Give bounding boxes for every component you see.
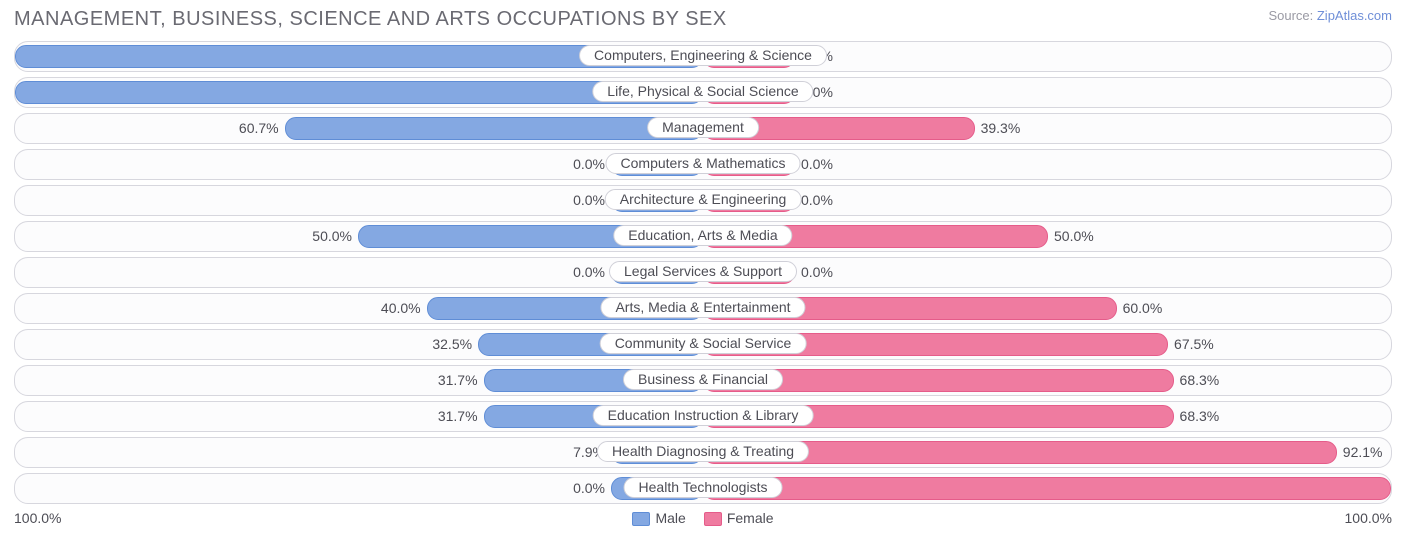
source-prefix: Source: — [1268, 8, 1316, 23]
legend-male: Male — [632, 510, 685, 526]
chart-row: 100.0%0.0%Computers, Engineering & Scien… — [14, 41, 1392, 72]
legend-female: Female — [704, 510, 774, 526]
category-label: Business & Financial — [623, 369, 783, 390]
chart-row: 0.0%100.0%Health Technologists — [14, 473, 1392, 504]
value-female: 67.5% — [1174, 330, 1214, 359]
category-label: Health Diagnosing & Treating — [597, 441, 809, 462]
category-label: Community & Social Service — [600, 333, 807, 354]
value-female: 50.0% — [1054, 222, 1094, 251]
value-male: 60.7% — [239, 114, 279, 143]
diverging-bar-chart: MANAGEMENT, BUSINESS, SCIENCE AND ARTS O… — [0, 0, 1406, 559]
value-male: 0.0% — [573, 258, 605, 287]
value-male: 0.0% — [573, 186, 605, 215]
category-label: Health Technologists — [624, 477, 783, 498]
value-male: 50.0% — [312, 222, 352, 251]
value-male: 31.7% — [438, 402, 478, 431]
chart-row: 31.7% 68.3% Business & Financial — [14, 365, 1392, 396]
chart-row: 31.7% 68.3% Education Instruction & Librar… — [14, 401, 1392, 432]
value-male: 32.5% — [432, 330, 472, 359]
chart-rows: 100.0%0.0%Computers, Engineering & Scien… — [14, 41, 1392, 504]
value-female: 68.3% — [1180, 402, 1220, 431]
category-label: Arts, Media & Entertainment — [600, 297, 805, 318]
legend: Male Female — [632, 510, 773, 526]
category-label: Legal Services & Support — [609, 261, 797, 282]
value-female: 39.3% — [981, 114, 1021, 143]
chart-row: 60.7% 39.3% Management — [14, 113, 1392, 144]
chart-row: 50.0% 50.0% Education, Arts & Media — [14, 221, 1392, 252]
chart-row: 100.0%0.0%Life, Physical & Social Scienc… — [14, 77, 1392, 108]
value-female: 68.3% — [1180, 366, 1220, 395]
legend-female-swatch — [704, 512, 722, 526]
value-female: 0.0% — [801, 150, 833, 179]
legend-male-label: Male — [655, 510, 685, 526]
category-label: Management — [647, 117, 759, 138]
category-label: Architecture & Engineering — [605, 189, 802, 210]
chart-header: MANAGEMENT, BUSINESS, SCIENCE AND ARTS O… — [14, 8, 1392, 31]
chart-row: 0.0% 0.0%Computers & Mathematics — [14, 149, 1392, 180]
category-label: Education, Arts & Media — [613, 225, 792, 246]
value-female: 92.1% — [1343, 438, 1383, 467]
legend-female-label: Female — [727, 510, 774, 526]
bar-female — [703, 477, 1391, 500]
chart-row: 0.0% 0.0%Architecture & Engineering — [14, 185, 1392, 216]
value-female: 0.0% — [801, 258, 833, 287]
axis-left-label: 100.0% — [14, 510, 61, 526]
value-male: 0.0% — [573, 474, 605, 503]
chart-title: MANAGEMENT, BUSINESS, SCIENCE AND ARTS O… — [14, 8, 727, 31]
value-male: 0.0% — [573, 150, 605, 179]
source-link[interactable]: ZipAtlas.com — [1317, 8, 1392, 23]
category-label: Education Instruction & Library — [593, 405, 814, 426]
value-female: 60.0% — [1123, 294, 1163, 323]
chart-row: 0.0% 0.0%Legal Services & Support — [14, 257, 1392, 288]
chart-footer: 100.0% Male Female 100.0% — [14, 510, 1392, 526]
category-label: Life, Physical & Social Science — [592, 81, 813, 102]
chart-row: 32.5% 67.5% Community & Social Service — [14, 329, 1392, 360]
category-label: Computers, Engineering & Science — [579, 45, 827, 66]
axis-right-label: 100.0% — [1345, 510, 1392, 526]
value-female: 0.0% — [801, 186, 833, 215]
value-male: 40.0% — [381, 294, 421, 323]
legend-male-swatch — [632, 512, 650, 526]
bar-male — [285, 117, 703, 140]
chart-row: 7.9%92.1%Health Diagnosing & Treating — [14, 437, 1392, 468]
value-male: 31.7% — [438, 366, 478, 395]
category-label: Computers & Mathematics — [606, 153, 801, 174]
chart-source: Source: ZipAtlas.com — [1268, 8, 1392, 23]
chart-row: 40.0% 60.0% Arts, Media & Entertainment — [14, 293, 1392, 324]
